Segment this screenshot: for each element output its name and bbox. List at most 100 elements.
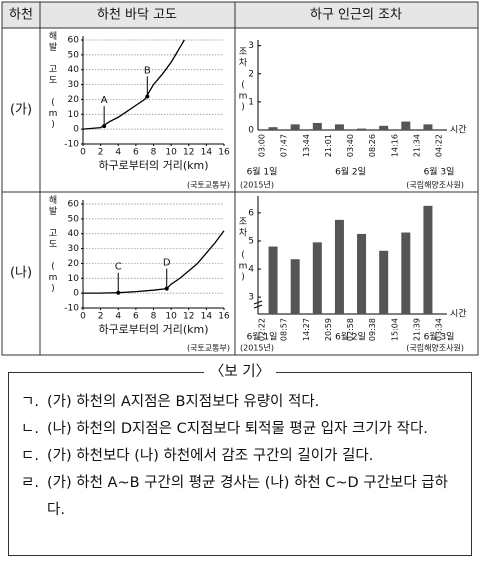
- date-label: 6월 1일: [247, 331, 278, 343]
- source: (국립해양조사원): [406, 180, 464, 190]
- x-tick-label: 15:04: [390, 318, 399, 341]
- y-tick-label: 10: [68, 274, 80, 284]
- y-tick-label: 0: [73, 125, 79, 135]
- date-label: 6월 1일: [247, 166, 278, 178]
- x-tick-label: 04:22: [435, 134, 444, 157]
- bar: [357, 233, 367, 314]
- y-tick-label: 40: [68, 65, 80, 75]
- marker: ㄴ.: [21, 421, 39, 437]
- y-tick-label: 60: [68, 36, 80, 46]
- y-tick-label: 3: [248, 293, 254, 303]
- y-tick-label: 5: [248, 236, 254, 246]
- x-axis-label: 시간: [450, 309, 467, 320]
- x-tick-label: 08:57: [280, 318, 289, 341]
- x-tick-label: 14:16: [390, 134, 399, 157]
- x-tick-label: 10: [165, 148, 177, 158]
- bar: [423, 205, 433, 314]
- statement: ㄹ. (가) 하천 A~B 구간의 평균 경사는 (나) 하천 C~D 구간보다 …: [21, 470, 459, 524]
- y-tick-label: 30: [68, 80, 80, 90]
- point-label: D: [163, 258, 171, 269]
- x-axis-label: 시간: [450, 125, 467, 136]
- header: 하구 인근의 조차: [310, 8, 402, 23]
- point-marker: [145, 94, 150, 99]
- statement: ㄱ. (가) 하천의 A지점은 B지점보다 유량이 적다.: [21, 389, 459, 416]
- x-tick-label: 12: [183, 148, 194, 158]
- x-tick-label: 14: [201, 148, 213, 158]
- bar: [379, 125, 389, 130]
- point-label: C: [115, 262, 122, 273]
- source: (국토교통부): [187, 344, 230, 353]
- box-title: 〈보 기〉: [9, 362, 471, 382]
- x-tick-label: 20:59: [324, 318, 333, 341]
- x-tick-label: 03:00: [258, 134, 267, 157]
- date-label: 6월 3일: [424, 166, 455, 178]
- source: (국립해양조사원): [406, 343, 464, 353]
- x-tick-label: 08:26: [368, 134, 377, 157]
- statement-text: (가) 하천보다 (나) 하천에서 감조 구간의 길이가 길다.: [47, 448, 374, 464]
- y-tick-label: 3: [248, 41, 254, 51]
- x-tick-label: 02:58: [346, 318, 355, 341]
- bar: [357, 128, 367, 130]
- bar: [268, 246, 278, 314]
- bar: [379, 250, 389, 314]
- line: [83, 230, 225, 294]
- y-tick-label: 20: [68, 95, 80, 105]
- y-tick-label: -10: [64, 140, 79, 150]
- x-tick-label: 21:01: [324, 134, 333, 157]
- bar: [334, 124, 344, 130]
- marker: ㄷ.: [21, 448, 39, 464]
- point-label: A: [101, 95, 108, 106]
- marker: ㄹ.: [21, 475, 39, 491]
- table-figure: 하천 하천 바닥 고도 하구 인근의 조차 (가) (나) -100102030…: [1, 1, 479, 356]
- y-tick-label: 0: [73, 289, 79, 299]
- y-tick-label: 50: [68, 50, 80, 60]
- x-axis-label: 하구로부터의 거리(km): [98, 158, 208, 172]
- statement-text: (나) 하천의 D지점은 C지점보다 퇴적물 평균 입자 크기가 작다.: [47, 421, 428, 437]
- x-tick-label: 21:39: [412, 318, 421, 341]
- x-tick-label: 07:47: [280, 134, 289, 157]
- marker: ㄱ.: [21, 394, 39, 410]
- bar: [401, 121, 411, 130]
- bar: [401, 232, 411, 314]
- source: (국토교통부): [187, 181, 230, 190]
- point-label: B: [144, 65, 151, 76]
- row-label: (나): [10, 266, 32, 281]
- x-tick-label: 03:40: [346, 134, 355, 157]
- x-tick-label: 09:38: [368, 318, 377, 341]
- example-box: 〈보 기〉 ㄱ. (가) 하천의 A지점은 B지점보다 유량이 적다. ㄴ. (나)…: [8, 364, 472, 556]
- bar: [312, 122, 322, 130]
- year-label: (2015년): [240, 343, 274, 353]
- year-label: (2015년): [240, 180, 274, 190]
- axis-break: [253, 300, 263, 309]
- x-axis-label: 하구로부터의 거리(km): [98, 322, 208, 336]
- bar: [290, 259, 300, 314]
- bar: [290, 124, 300, 130]
- x-tick-label: 12: [183, 312, 194, 322]
- x-tick-label: 2: [98, 148, 104, 158]
- y-tick-label: 60: [68, 200, 80, 210]
- date-label: 6월 2일: [335, 331, 366, 343]
- x-tick-label: 6: [133, 312, 139, 322]
- header: 하천: [9, 8, 33, 23]
- x-tick-label: 8: [151, 312, 157, 322]
- bar: [334, 219, 344, 314]
- x-tick-label: 14:27: [302, 318, 311, 341]
- x-tick-label: 0: [80, 148, 86, 158]
- statement-text: (가) 하천의 A지점은 B지점보다 유량이 적다.: [47, 394, 320, 410]
- y-tick-label: 50: [68, 214, 80, 224]
- x-tick-label: 10: [165, 312, 177, 322]
- y-tick-label: 2: [248, 69, 254, 79]
- y-tick-label: 30: [68, 244, 80, 254]
- box-title-text: 〈보 기〉: [203, 364, 277, 380]
- date-label: 6월 3일: [424, 331, 455, 343]
- y-tick-label: 1: [248, 97, 254, 107]
- x-tick-label: 8: [151, 148, 157, 158]
- x-tick-label: 14: [201, 312, 213, 322]
- x-tick-label: 4: [115, 312, 121, 322]
- point-marker: [102, 124, 107, 129]
